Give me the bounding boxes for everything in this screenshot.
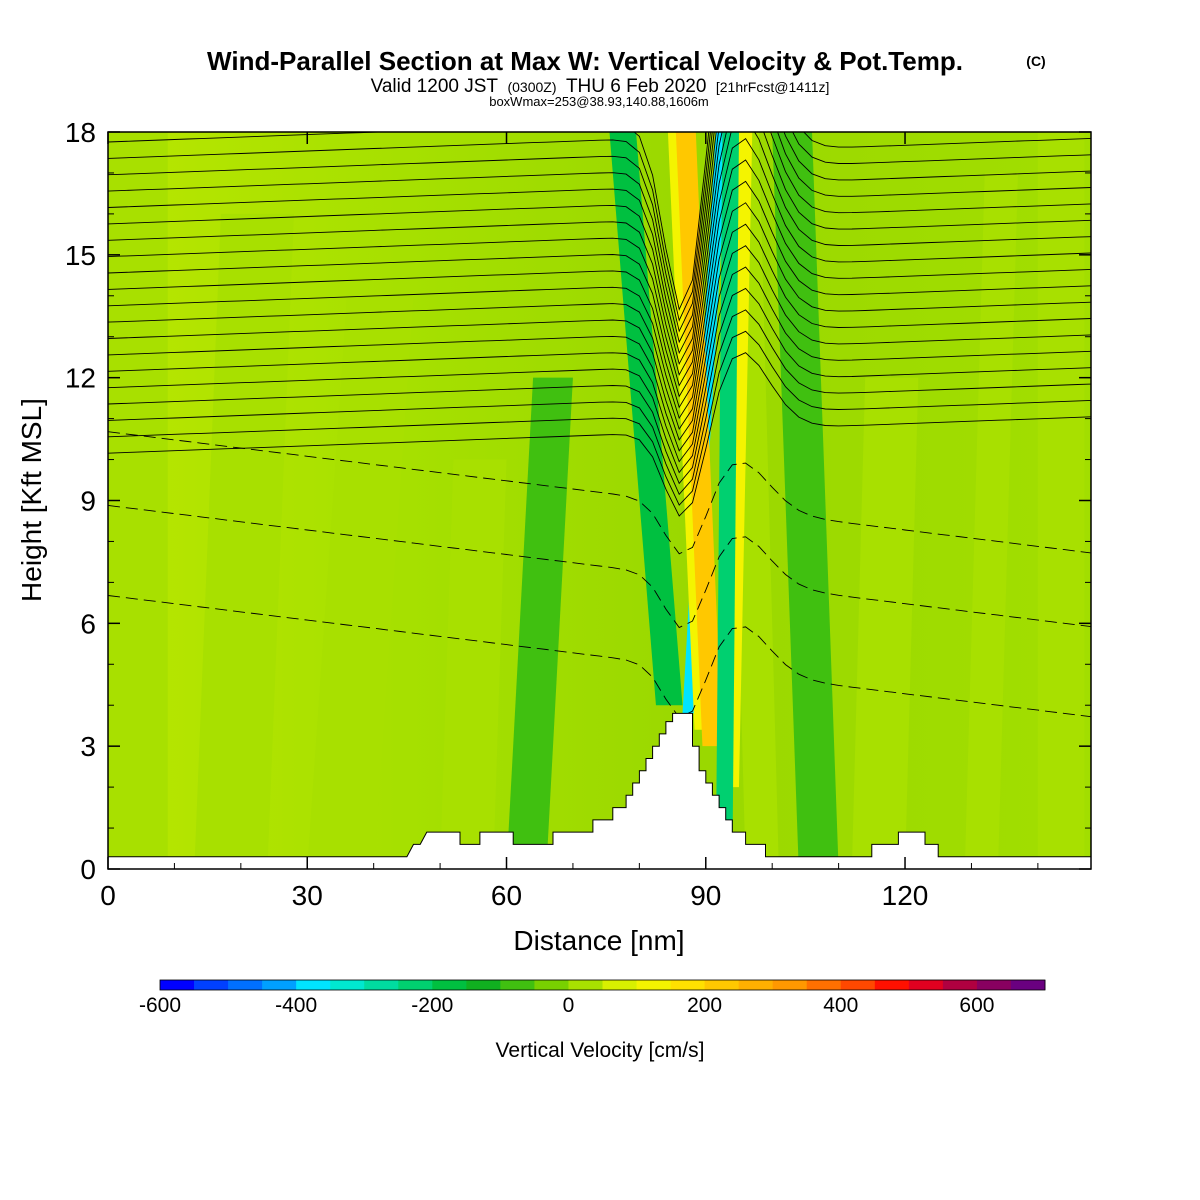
theta-contour	[108, 309, 1091, 496]
theta-contour	[108, 132, 711, 322]
colorbar-swatch	[364, 980, 399, 990]
theta-contour	[108, 132, 1091, 398]
theta-contour	[108, 223, 1091, 452]
colorbar-swatch	[1010, 980, 1046, 990]
x-tick-label: 30	[292, 880, 323, 911]
valid-utc: (0300Z)	[507, 79, 556, 95]
velocity-band	[108, 132, 168, 869]
y-tick-label: 18	[65, 117, 96, 148]
colorbar-swatch	[738, 980, 774, 990]
x-tick-label: 90	[690, 880, 721, 911]
velocity-band	[964, 172, 1018, 869]
colorbar-swatch	[670, 980, 706, 990]
velocity-band	[609, 132, 683, 706]
colorbar-tick-label: 0	[563, 994, 575, 1017]
colorbar-swatch	[160, 980, 195, 990]
velocity-band	[851, 377, 919, 869]
colorbar-swatch	[466, 980, 501, 990]
colorbar-label: Vertical Velocity [cm/s]	[496, 1039, 705, 1062]
theta-contour	[108, 180, 1091, 431]
colorbar-swatch	[500, 980, 535, 990]
colorbar-swatch	[874, 980, 910, 990]
velocity-band	[440, 459, 507, 869]
colorbar-tick-label: -600	[139, 994, 181, 1017]
valid-time-line: Valid 1200 JST (0300Z) THU 6 Feb 2020 [2…	[371, 76, 830, 97]
y-tick-label: 0	[80, 854, 96, 885]
theta-contours	[108, 132, 1091, 719]
theta-contour	[108, 595, 1091, 719]
theta-contour	[108, 245, 1091, 463]
valid-prefix: Valid 1200 JST	[371, 76, 499, 97]
colorbar-swatch	[602, 980, 638, 990]
y-axis-label: Height [Kft MSL]	[16, 398, 47, 602]
theta-contour	[108, 287, 1091, 485]
x-tick-label: 0	[100, 880, 116, 911]
colorbar-swatch	[772, 980, 808, 990]
theta-contour	[108, 352, 1091, 517]
theta-contour	[108, 159, 1091, 420]
colorbar-swatch	[262, 980, 297, 990]
y-tick-label: 3	[80, 731, 96, 762]
theta-contour	[108, 132, 1091, 344]
colorbar-swatch	[432, 980, 467, 990]
theta-contour	[108, 132, 1091, 366]
colorbar-tick-label: -200	[411, 994, 453, 1017]
theta-contour	[108, 330, 1091, 506]
colorbar-tick-label: 200	[687, 994, 722, 1017]
theta-contour	[108, 132, 1091, 355]
colorbar-swatch	[704, 980, 740, 990]
colorbar-swatch	[908, 980, 944, 990]
velocity-band	[506, 377, 573, 869]
theta-contour	[108, 266, 1091, 474]
velocity-band	[307, 295, 414, 869]
colorbar-swatch	[398, 980, 433, 990]
theta-contour	[108, 137, 1091, 409]
forecast-info: [21hrFcst@1411z]	[716, 79, 830, 95]
box-info: boxWmax=253@38.93,140.88,1606m	[489, 94, 709, 109]
colorbar-swatch	[806, 980, 842, 990]
theta-contour	[108, 504, 1091, 629]
colorbar-tick-label: -400	[275, 994, 317, 1017]
velocity-band	[772, 132, 839, 869]
y-tick-label: 6	[80, 608, 96, 639]
chart-title: Wind-Parallel Section at Max W: Vertical…	[207, 46, 963, 76]
copyright-mark: (C)	[1026, 53, 1045, 69]
plot-area	[108, 132, 1091, 869]
valid-date: THU 6 Feb 2020	[566, 76, 706, 97]
colorbar-swatch	[534, 980, 569, 990]
velocity-band	[194, 213, 294, 869]
colorbar-swatch	[296, 980, 331, 990]
y-tick-label: 9	[80, 486, 96, 517]
theta-contour	[108, 132, 1091, 376]
theta-contour	[108, 132, 1091, 333]
theta-contour	[108, 431, 1091, 555]
colorbar-swatch	[636, 980, 672, 990]
colorbar-swatch	[194, 980, 229, 990]
colorbar-frame	[159, 979, 1046, 991]
colorbar-tick-label: 600	[959, 994, 994, 1017]
theta-contour	[108, 132, 1091, 387]
y-tick-label: 12	[65, 363, 96, 394]
x-axis-label: Distance [nm]	[513, 925, 684, 956]
colorbar-swatch	[568, 980, 603, 990]
colorbar-swatch	[330, 980, 365, 990]
colorbar-swatch	[942, 980, 978, 990]
velocity-band	[1037, 132, 1085, 869]
x-tick-label: 60	[491, 880, 522, 911]
theta-contour	[108, 202, 1091, 441]
colorbar: -600 -400 -200 0 200 400 600	[139, 979, 1046, 1017]
colorbar-tick-label: 400	[823, 994, 858, 1017]
x-tick-label: 120	[882, 880, 929, 911]
terrain	[108, 712, 1091, 869]
y-tick-label: 15	[65, 240, 96, 271]
colorbar-swatch	[976, 980, 1012, 990]
velocity-band	[675, 132, 723, 747]
theta-contour	[108, 132, 710, 311]
colorbar-swatch	[228, 980, 263, 990]
colorbar-swatch	[840, 980, 876, 990]
axes: 0 30 60 90 120 0 3 6 9 12 15 18	[65, 117, 1091, 911]
